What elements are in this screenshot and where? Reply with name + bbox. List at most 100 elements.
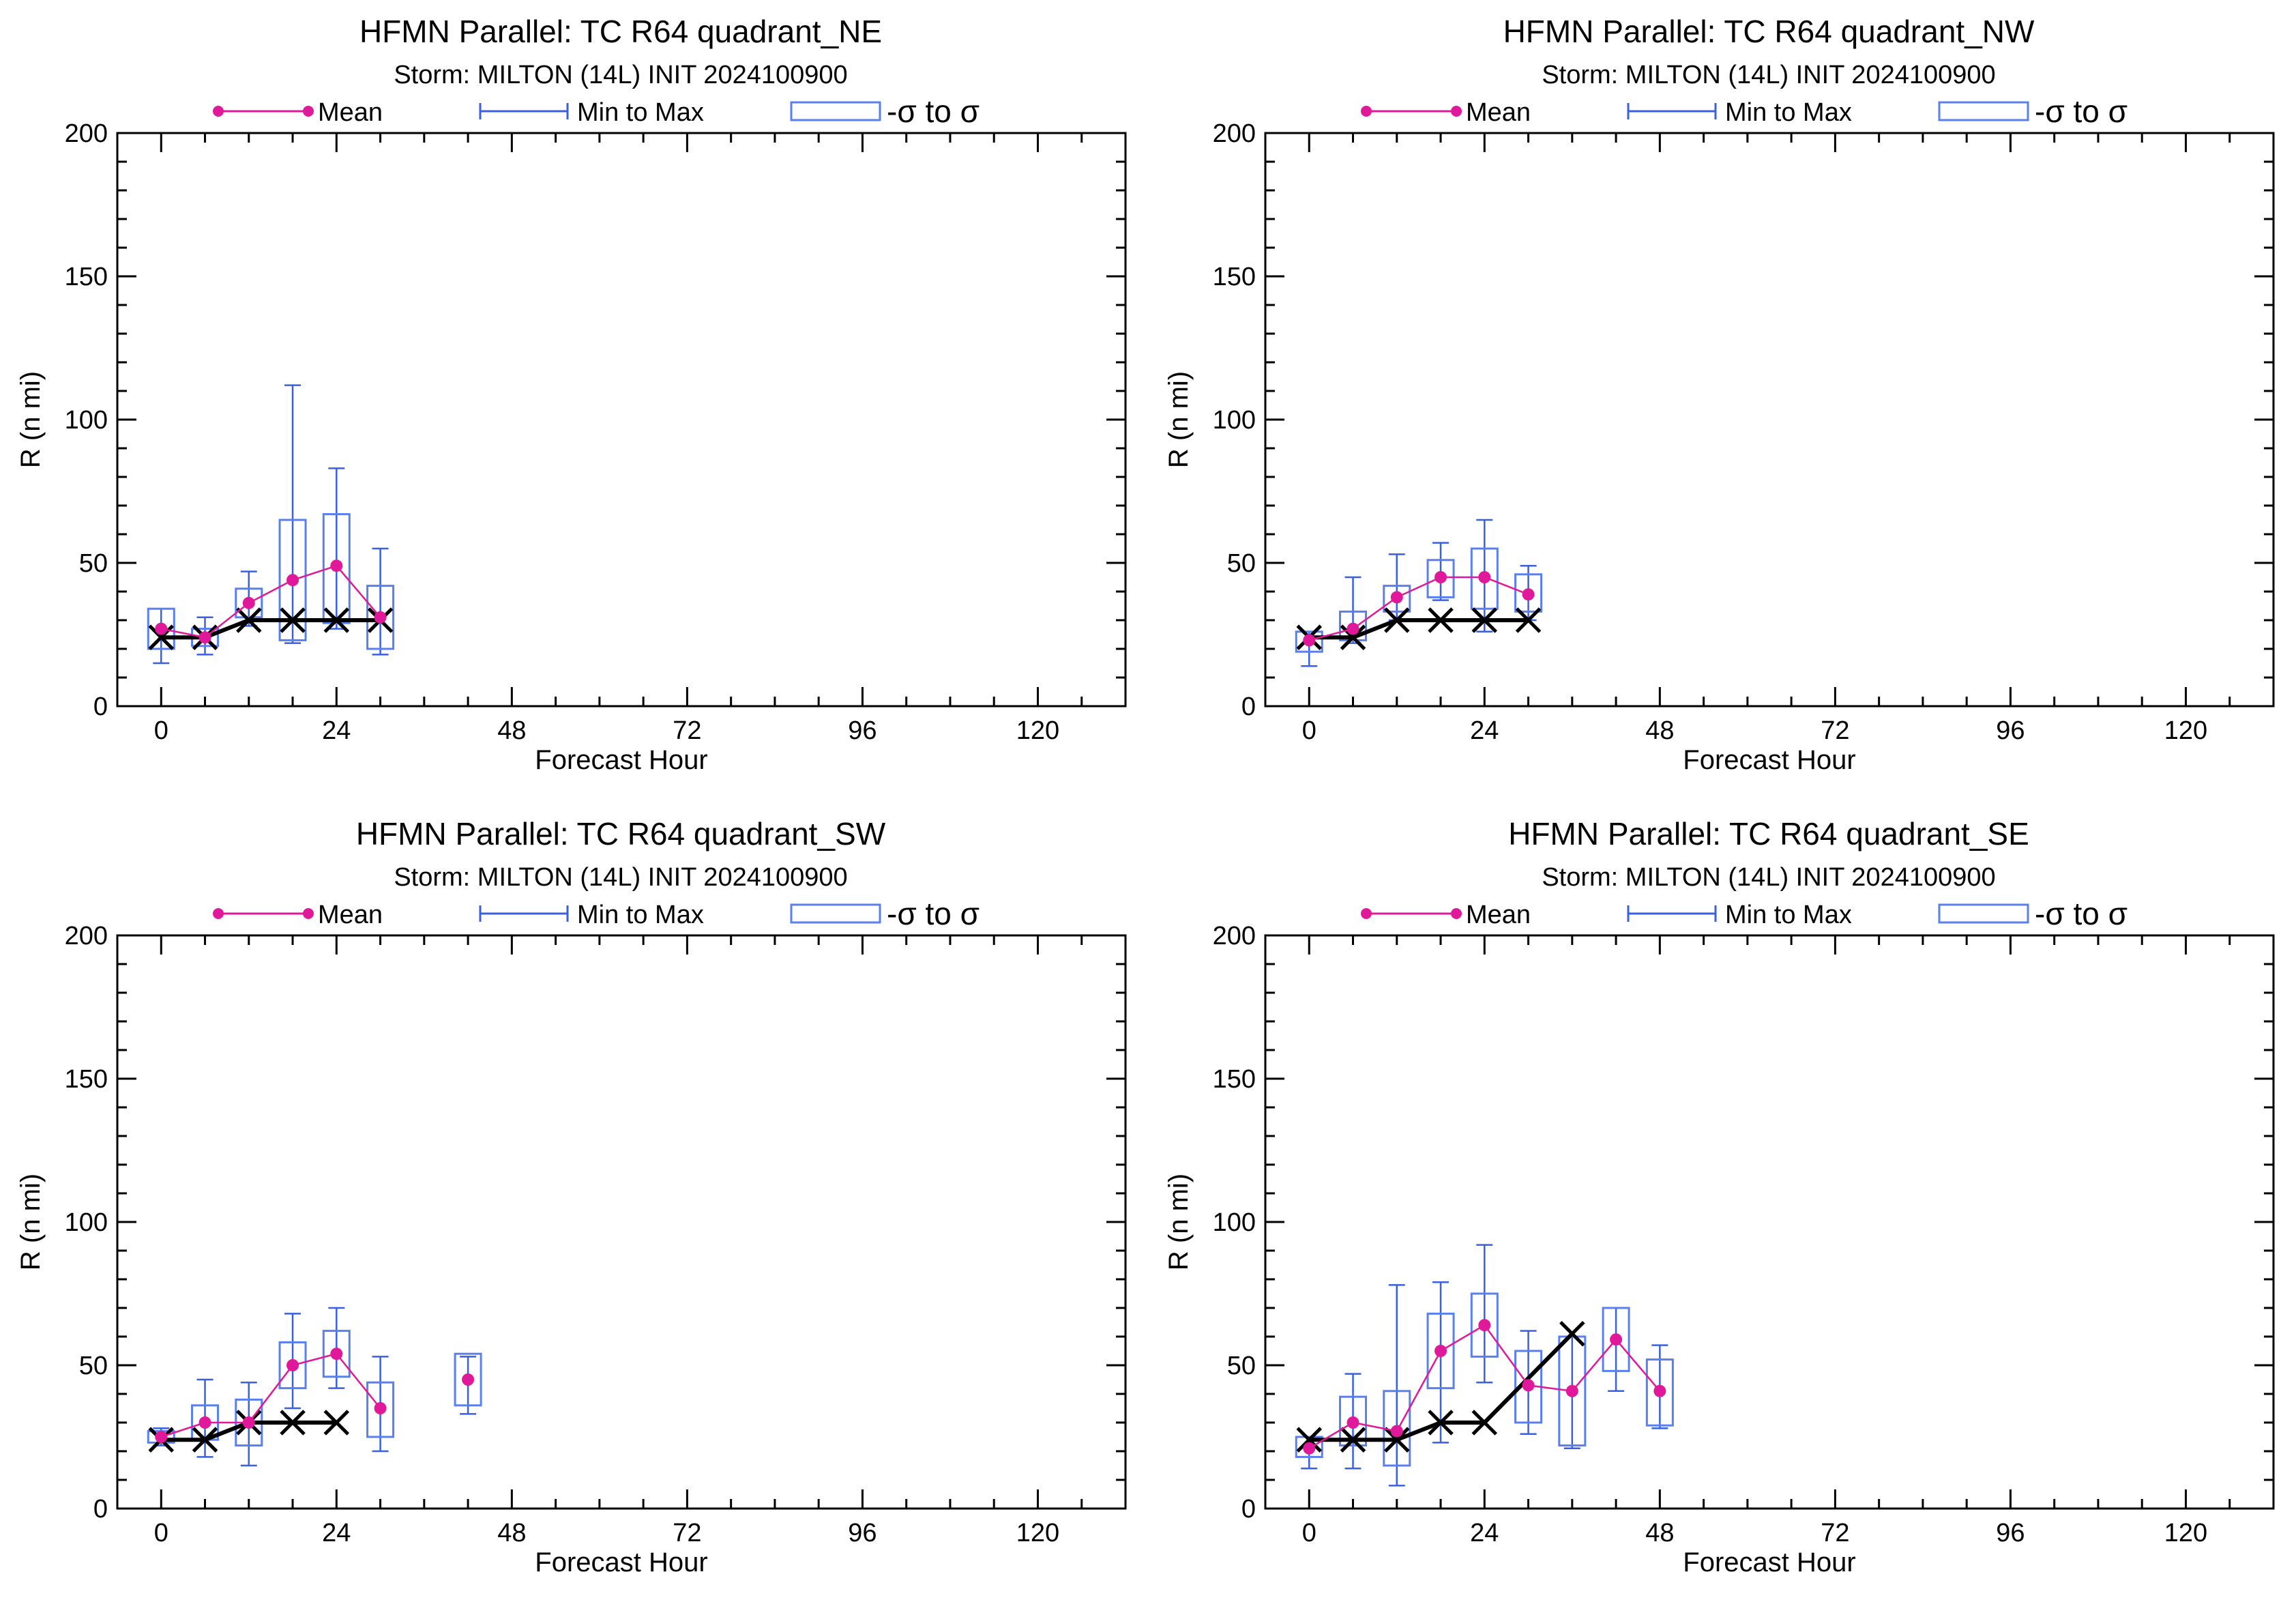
observed-marker [1428, 607, 1454, 633]
y-tick-label: 150 [65, 1065, 108, 1094]
observed-marker [236, 607, 262, 633]
y-tick-label: 100 [1213, 406, 1256, 435]
sigma-box [1295, 1436, 1323, 1458]
x-tick-label: 72 [673, 1519, 701, 1547]
legend-mean-marker [1451, 908, 1462, 919]
x-tick-label: 120 [1016, 1519, 1059, 1547]
mean-point [1610, 1333, 1623, 1346]
sigma-box [366, 585, 395, 650]
x-tick-label: 0 [154, 1519, 168, 1547]
sigma-box [1645, 1358, 1674, 1427]
legend-mean-marker [303, 106, 314, 117]
legend-mean-label: Mean [1466, 901, 1531, 929]
y-tick-label: 200 [1213, 922, 1256, 950]
legend-minmax-label: Min to Max [577, 901, 704, 929]
y-tick-label: 100 [1213, 1208, 1256, 1237]
legend-mean-marker [213, 106, 224, 117]
mean-point [1434, 1345, 1447, 1357]
observed-marker [1384, 1427, 1410, 1453]
chart-title: HFMN Parallel: TC R64 quadrant_NE [359, 14, 882, 49]
observed-marker [1428, 1410, 1454, 1436]
mean-line [161, 564, 381, 639]
y-tick-label: 200 [1213, 119, 1256, 148]
x-tick-label: 24 [322, 716, 351, 745]
x-tick-label: 96 [848, 1519, 877, 1547]
legend-minmax-label: Min to Max [1725, 98, 1852, 127]
sigma-box [322, 513, 351, 624]
observed-line [1309, 618, 1529, 640]
mean-point [1478, 571, 1491, 583]
x-tick-label: 120 [2164, 716, 2207, 745]
mean-point [1653, 1384, 1666, 1397]
mean-point [462, 1373, 475, 1386]
legend-mean-marker [213, 908, 224, 919]
legend-minmax-label: Min to Max [1725, 901, 1852, 929]
observed-marker [1384, 607, 1410, 633]
observed-marker [192, 1427, 218, 1453]
mean-point [330, 1348, 343, 1360]
mean-point [1522, 588, 1535, 601]
sigma-box [147, 607, 175, 650]
legend: Mean Min to Max -σ to σ [1361, 93, 2128, 129]
observed-marker [1340, 1427, 1366, 1453]
y-tick-label: 50 [1227, 1352, 1256, 1380]
y-tick-label: 50 [79, 549, 108, 578]
sigma-box [278, 1341, 307, 1390]
x-tick-label: 0 [154, 716, 168, 745]
x-tick-label: 0 [1302, 1519, 1316, 1547]
sigma-box [1470, 547, 1499, 610]
y-tick-label: 0 [93, 1495, 108, 1524]
x-tick-label: 0 [1302, 716, 1316, 745]
mean-point [1303, 1442, 1316, 1455]
y-tick-label: 100 [65, 1208, 108, 1237]
chart-panel-3: HFMN Parallel: TC R64 quadrant_SW Storm: … [16, 816, 1127, 1577]
legend: Mean Min to Max -σ to σ [1361, 896, 2128, 931]
legend-sigma-box [1938, 903, 2029, 924]
legend-mean-marker [1451, 106, 1462, 117]
legend: Mean Min to Max -σ to σ [213, 93, 980, 129]
legend-mean-marker [1361, 106, 1372, 117]
plot-frame [1264, 934, 2275, 1510]
mean-point [155, 1431, 168, 1443]
observed-line [161, 618, 381, 640]
x-axis-label: Forecast Hour [1683, 1547, 1855, 1577]
x-tick-label: 120 [2164, 1519, 2207, 1547]
y-axis-label: R (n mi) [1164, 1174, 1194, 1270]
x-tick-label: 96 [1996, 1519, 2025, 1547]
chart-subtitle: Storm: MILTON (14L) INIT 2024100900 [394, 61, 847, 89]
observed-marker [1515, 607, 1542, 633]
sigma-box [1514, 573, 1543, 613]
x-tick-label: 72 [673, 716, 701, 745]
chart-title: HFMN Parallel: TC R64 quadrant_SE [1508, 816, 2029, 851]
chart-panel-4: HFMN Parallel: TC R64 quadrant_SE Storm: … [1164, 816, 2275, 1577]
x-tick-label: 96 [1996, 716, 2025, 745]
legend-sigma-label: -σ to σ [2035, 896, 2128, 931]
y-tick-label: 100 [65, 406, 108, 435]
legend-sigma-box [790, 101, 881, 121]
legend-mean-label: Mean [318, 98, 383, 127]
x-tick-label: 72 [1821, 1519, 1849, 1547]
y-tick-label: 150 [1213, 1065, 1256, 1094]
observed-marker [280, 607, 306, 633]
observed-line [1309, 1332, 1574, 1442]
y-tick-label: 200 [65, 922, 108, 950]
mean-point [374, 611, 387, 624]
chart-title: HFMN Parallel: TC R64 quadrant_SW [356, 816, 886, 851]
x-tick-label: 24 [322, 1519, 351, 1547]
legend-sigma-box [1938, 101, 2029, 121]
mean-point [155, 622, 168, 635]
legend-sigma-label: -σ to σ [887, 93, 980, 129]
mean-point [1346, 622, 1359, 635]
legend-mean-label: Mean [1466, 98, 1531, 127]
mean-point [1565, 1384, 1578, 1397]
sigma-box [1426, 1312, 1455, 1390]
observed-marker [323, 1410, 350, 1436]
mean-point [1346, 1416, 1359, 1429]
legend: Mean Min to Max -σ to σ [213, 896, 980, 931]
chart-panel-1: HFMN Parallel: TC R64 quadrant_NE Storm: … [16, 14, 1127, 775]
sigma-box [1426, 559, 1455, 598]
x-axis-label: Forecast Hour [535, 1547, 707, 1577]
y-axis-label: R (n mi) [1164, 371, 1194, 468]
y-tick-label: 50 [79, 1352, 108, 1380]
